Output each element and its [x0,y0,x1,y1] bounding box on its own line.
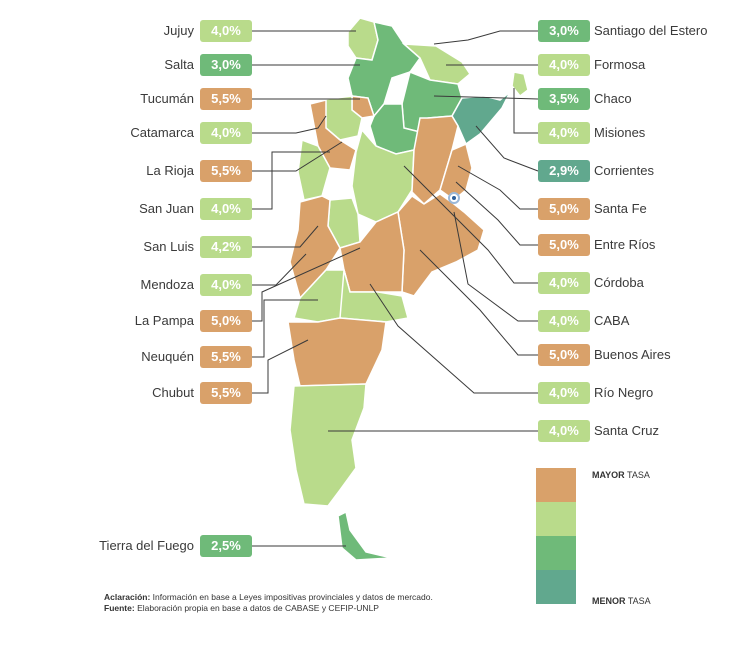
province-entrerios-shape [439,142,473,201]
rate-badge-buenos-aires: 5,0% [538,344,590,366]
rate-badge-misiones: 4,0% [538,122,590,144]
rate-badge-santiago-del-estero: 3,0% [538,20,590,42]
province-name-chubut: Chubut [152,385,194,400]
province-name-mendoza: Mendoza [140,277,194,292]
province-misiones-shape [511,71,529,98]
province-name-salta: Salta [164,57,194,72]
rate-badge-santa-cruz: 4,0% [538,420,590,442]
province-chubut-shape [287,317,387,387]
province-name-san-luis: San Luis [143,239,194,254]
province-santacruz-shape [289,383,367,507]
rate-badge-chaco: 3,5% [538,88,590,110]
leader-lines [252,30,539,547]
province-name-entre-rios: Entre Ríos [594,237,656,252]
legend-menor-rest: TASA [625,596,651,606]
province-name-la-rioja: La Rioja [146,163,194,178]
rate-badge-salta: 3,0% [200,54,252,76]
province-name-san-juan: San Juan [139,201,194,216]
rate-badge-san-juan: 4,0% [200,198,252,220]
province-name-rio-negro: Río Negro [594,385,654,400]
province-name-jujuy: Jujuy [163,23,194,38]
province-corrientes-shape [451,91,511,146]
province-name-formosa: Formosa [594,57,646,72]
province-tierradelfuego-shape [337,510,393,561]
province-name-santa-fe: Santa Fe [594,201,647,216]
province-mendoza-shape [289,195,341,300]
rate-badge-catamarca: 4,0% [200,122,252,144]
rate-badge-tucuman: 5,5% [200,88,252,110]
legend-label-menor: MENOR TASA [592,596,651,606]
province-name-misiones: Misiones [594,125,646,140]
footnote-fuente-bold: Fuente: [104,603,135,613]
rate-badge-jujuy: 4,0% [200,20,252,42]
province-name-santa-cruz: Santa Cruz [594,423,660,438]
legend-mayor-rest: TASA [624,470,650,480]
province-name-chaco: Chaco [594,91,632,106]
rate-badge-corrientes: 2,9% [538,160,590,182]
rate-badge-cordoba: 4,0% [538,272,590,294]
legend-swatch-mid-dark [536,536,576,570]
rate-badge-caba: 4,0% [538,310,590,332]
province-buenosaires-shape [397,193,485,297]
rate-badge-rio-negro: 4,0% [538,382,590,404]
footnote-fuente-text: Elaboración propia en base a datos de CA… [134,603,379,613]
legend-menor-bold: MENOR [592,596,626,606]
province-name-neuquen: Neuquén [141,349,194,364]
legend-swatch-mid-light [536,502,576,536]
province-name-la-pampa: La Pampa [134,313,194,328]
province-formosa-shape [401,43,471,85]
rate-badge-la-pampa: 5,0% [200,310,252,332]
legend-mayor-bold: MAYOR [592,470,625,480]
footnote-aclaracion-bold: Aclaración: [104,592,151,602]
footnote-fuente: Fuente: Elaboración propia en base a dat… [104,603,379,613]
province-name-corrientes: Corrientes [594,163,654,178]
legend-label-mayor: MAYOR TASA [592,470,650,480]
legend-color-scale [536,468,576,604]
rate-badge-entre-rios: 5,0% [538,234,590,256]
rate-badge-santa-fe: 5,0% [538,198,590,220]
province-name-catamarca: Catamarca [130,125,194,140]
rate-badge-mendoza: 4,0% [200,274,252,296]
caba-marker-dot [452,196,456,200]
rate-badge-tierra-del-fuego: 2,5% [200,535,252,557]
province-name-cordoba: Córdoba [594,275,644,290]
province-name-santiago-del-estero: Santiago del Estero [594,23,708,38]
province-name-tierra-del-fuego: Tierra del Fuego [99,538,194,553]
province-name-tucuman: Tucumán [140,91,194,106]
province-name-buenos-aires: Buenos Aires [594,347,671,362]
footnote-aclaracion: Aclaración: Información en base a Leyes … [104,592,433,602]
rate-badge-neuquen: 5,5% [200,346,252,368]
footnote-aclaracion-text: Información en base a Leyes impositivas … [150,592,433,602]
rate-badge-formosa: 4,0% [538,54,590,76]
rate-badge-san-luis: 4,2% [200,236,252,258]
legend-swatch-menor [536,570,576,604]
province-name-caba: CABA [594,313,630,328]
rate-badge-la-rioja: 5,5% [200,160,252,182]
legend-swatch-mayor [536,468,576,502]
rate-badge-chubut: 5,5% [200,382,252,404]
